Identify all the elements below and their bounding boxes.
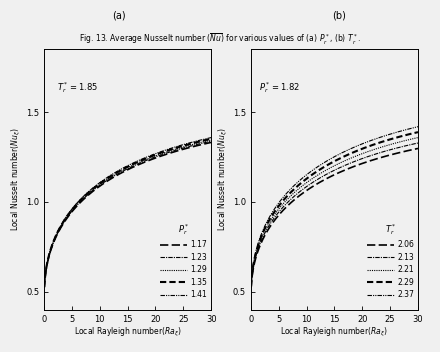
X-axis label: Local Rayleigh number$(Ra_\xi)$: Local Rayleigh number$(Ra_\xi)$ (73, 326, 182, 339)
X-axis label: Local Rayleigh number$(Ra_\xi)$: Local Rayleigh number$(Ra_\xi)$ (280, 326, 389, 339)
Legend: 2.06, 2.13, 2.21, 2.29, 2.37: 2.06, 2.13, 2.21, 2.29, 2.37 (365, 221, 416, 301)
Y-axis label: Local Nusselt number$(Nu_\xi)$: Local Nusselt number$(Nu_\xi)$ (10, 127, 23, 232)
Text: (b): (b) (332, 11, 346, 20)
Y-axis label: Local Nusselt number$(Nu_\xi)$: Local Nusselt number$(Nu_\xi)$ (217, 127, 230, 232)
Legend: 1.17, 1.23, 1.29, 1.35, 1.41: 1.17, 1.23, 1.29, 1.35, 1.41 (158, 221, 209, 301)
Text: $T_r^* = 1.85$: $T_r^* = 1.85$ (57, 81, 99, 95)
Text: $P_r^* = 1.82$: $P_r^* = 1.82$ (259, 81, 300, 95)
Text: (a): (a) (112, 11, 125, 20)
Text: Fig. 13. Average Nusselt number ($\overline{Nu}$) for various values of (a) $P_r: Fig. 13. Average Nusselt number ($\overl… (79, 32, 361, 47)
